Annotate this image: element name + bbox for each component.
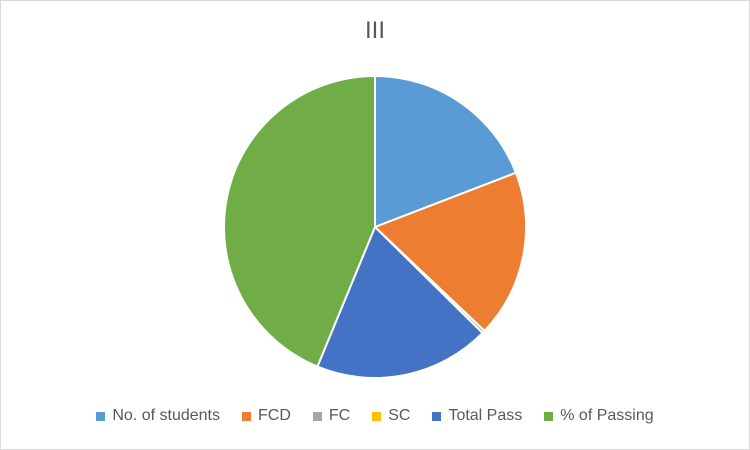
legend-item: SC <box>372 407 410 425</box>
legend-item: FC <box>312 407 351 425</box>
legend-swatch <box>312 411 322 421</box>
legend-label: SC <box>388 407 411 424</box>
pie-slice-total-pass <box>316 225 484 379</box>
pie-slice-no-of-students <box>374 74 518 229</box>
legend-swatch <box>432 411 442 421</box>
legend-item: % of Passing <box>544 407 654 425</box>
legend-item: Total Pass <box>432 407 522 425</box>
legend-label: % of Passing <box>560 407 654 424</box>
legend-label: No. of students <box>112 407 220 424</box>
legend-label: FC <box>328 407 351 424</box>
legend-swatch <box>241 411 251 421</box>
pie-slice-of-passing <box>223 74 376 368</box>
legend-swatch <box>544 411 554 421</box>
chart-title: III <box>364 17 385 44</box>
legend-item: FCD <box>241 407 291 425</box>
legend-label: FCD <box>257 407 291 424</box>
legend: No. of students FCD FC SC Total Pass % of Pas… <box>1 407 749 425</box>
legend-swatch <box>96 411 106 421</box>
legend-swatch <box>372 411 382 421</box>
legend-label: Total Pass <box>448 407 523 424</box>
legend-item: No. of students <box>96 407 220 425</box>
pie-slice-fcd <box>373 171 527 333</box>
